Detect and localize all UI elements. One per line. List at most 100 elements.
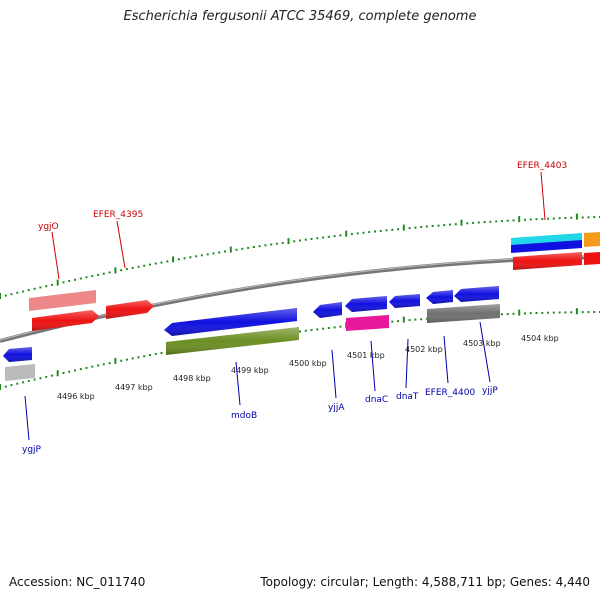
minor-tick	[131, 266, 134, 269]
minor-tick	[356, 232, 359, 235]
upper-scale-track	[0, 213, 600, 299]
minor-tick	[270, 243, 273, 246]
tick-label-4501: 4501 kbp	[347, 351, 385, 360]
minor-tick	[241, 247, 244, 250]
minor-tick	[414, 226, 417, 229]
lower-genes	[3, 286, 500, 381]
minor-tick	[33, 287, 36, 290]
tick-label-4499: 4499 kbp	[231, 366, 269, 375]
major-tick	[0, 384, 1, 390]
minor-tick	[120, 359, 123, 362]
minor-tick	[524, 218, 526, 221]
minor-tick	[425, 317, 428, 320]
minor-tick	[506, 313, 509, 316]
major-tick	[0, 293, 1, 299]
minor-tick	[454, 223, 457, 226]
tick-label-4504: 4504 kbp	[521, 334, 559, 343]
minor-tick	[472, 221, 475, 224]
minor-tick	[10, 384, 13, 387]
major-tick	[345, 230, 348, 237]
minor-tick	[79, 277, 82, 280]
minor-tick	[183, 257, 186, 260]
minor-tick	[506, 219, 509, 222]
minor-tick	[62, 281, 65, 284]
tick-label-4497: 4497 kbp	[115, 383, 153, 392]
major-tick	[518, 216, 521, 223]
minor-tick	[143, 355, 146, 358]
minor-tick	[535, 312, 538, 314]
minor-tick	[397, 228, 400, 231]
minor-tick	[166, 260, 169, 263]
minor-tick	[587, 311, 590, 314]
minor-tick	[85, 276, 88, 279]
major-tick	[402, 224, 405, 231]
label-yjjP: yjjP	[482, 386, 498, 396]
minor-tick	[91, 365, 94, 368]
minor-tick	[420, 318, 423, 321]
minor-tick	[275, 242, 278, 245]
accession-text: Accession: NC_011740	[9, 575, 146, 589]
minor-tick	[4, 385, 7, 388]
gene-red-edge[interactable]	[584, 252, 600, 265]
minor-tick	[50, 283, 53, 286]
minor-tick	[16, 382, 19, 385]
minor-tick	[206, 253, 209, 256]
label-dnaT: dnaT	[396, 392, 419, 402]
gene-ygjP-gray[interactable]	[5, 364, 35, 381]
minor-tick	[529, 312, 532, 315]
minor-tick	[137, 356, 140, 359]
gene-ygjO-pink[interactable]	[29, 290, 96, 311]
minor-tick	[339, 234, 342, 237]
minor-tick	[333, 235, 336, 238]
minor-tick	[304, 238, 307, 241]
minor-tick	[420, 226, 423, 228]
gene-dnaC-magenta[interactable]	[346, 315, 389, 331]
label-ygjP: ygjP	[22, 445, 42, 455]
minor-tick	[425, 225, 428, 228]
minor-tick	[374, 230, 376, 233]
minor-tick	[125, 358, 128, 361]
gene-orange[interactable]	[584, 232, 600, 247]
minor-tick	[85, 366, 88, 369]
minor-tick	[235, 248, 238, 251]
label-EFER_4395: EFER_4395	[93, 210, 143, 220]
major-tick	[56, 279, 59, 286]
minor-tick	[97, 273, 100, 276]
minor-tick	[189, 256, 192, 259]
minor-tick	[143, 264, 146, 267]
gene-EFER_4403-cyan[interactable]	[511, 233, 582, 247]
minor-tick	[102, 363, 105, 366]
gene-EFER_4403-blue[interactable]	[511, 240, 582, 253]
minor-tick	[149, 263, 151, 266]
minor-tick	[339, 325, 342, 328]
minor-tick	[322, 236, 325, 239]
minor-tick	[437, 224, 440, 227]
minor-tick	[310, 329, 313, 332]
minor-tick	[149, 354, 151, 357]
minor-tick	[68, 370, 71, 373]
minor-tick	[68, 280, 71, 282]
minor-tick	[125, 268, 128, 271]
minor-tick	[541, 311, 544, 314]
minor-tick	[397, 320, 400, 323]
minor-tick	[408, 227, 411, 230]
major-tick	[114, 267, 117, 274]
minor-tick	[529, 218, 532, 221]
minor-tick	[39, 377, 42, 380]
minor-tick	[45, 375, 48, 378]
minor-tick	[50, 374, 53, 377]
minor-tick	[22, 290, 25, 293]
tick-label-4500: 4500 kbp	[289, 359, 327, 368]
minor-tick	[379, 229, 382, 232]
minor-tick	[350, 233, 353, 236]
major-tick	[172, 256, 175, 263]
minor-tick	[593, 311, 596, 313]
minor-tick	[512, 219, 515, 222]
minor-tick	[547, 311, 550, 314]
minor-tick	[552, 217, 555, 220]
minor-tick	[74, 278, 76, 281]
minor-tick	[281, 241, 284, 244]
minor-tick	[500, 220, 503, 223]
minor-tick	[333, 326, 336, 329]
minor-tick	[327, 327, 330, 329]
